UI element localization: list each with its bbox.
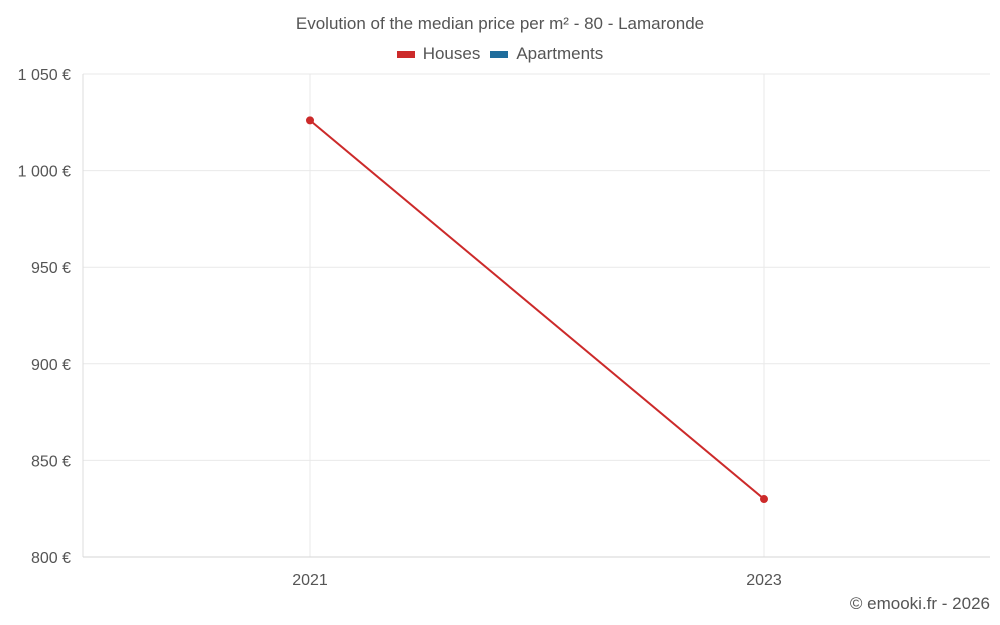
- y-tick-label: 1 000 €: [18, 164, 71, 181]
- x-tick-label: 2023: [746, 572, 782, 589]
- legend-item-apartments[interactable]: Apartments: [490, 44, 603, 64]
- series-line-houses: [309, 119, 765, 500]
- x-tick-label: 2021: [292, 572, 328, 589]
- credit-text: © emooki.fr - 2026: [849, 594, 990, 613]
- y-tick-label: 850 €: [31, 453, 71, 470]
- y-tick-label: 1 050 €: [18, 67, 71, 84]
- legend-label-apartments: Apartments: [516, 44, 604, 63]
- y-tick-label: 900 €: [31, 357, 71, 374]
- data-point-houses: [306, 116, 314, 125]
- y-tick-label: 950 €: [31, 260, 71, 277]
- chart-title: Evolution of the median price per m² - 8…: [295, 14, 705, 33]
- legend-swatch-houses: [396, 50, 415, 58]
- y-tick-label: 800 €: [31, 550, 71, 567]
- legend-label-houses: Houses: [422, 44, 481, 63]
- chart-legend: Houses Apartments: [0, 44, 1000, 64]
- legend-item-houses[interactable]: Houses: [396, 44, 481, 64]
- legend-swatch-apartments: [490, 50, 509, 58]
- data-point-houses: [760, 495, 768, 504]
